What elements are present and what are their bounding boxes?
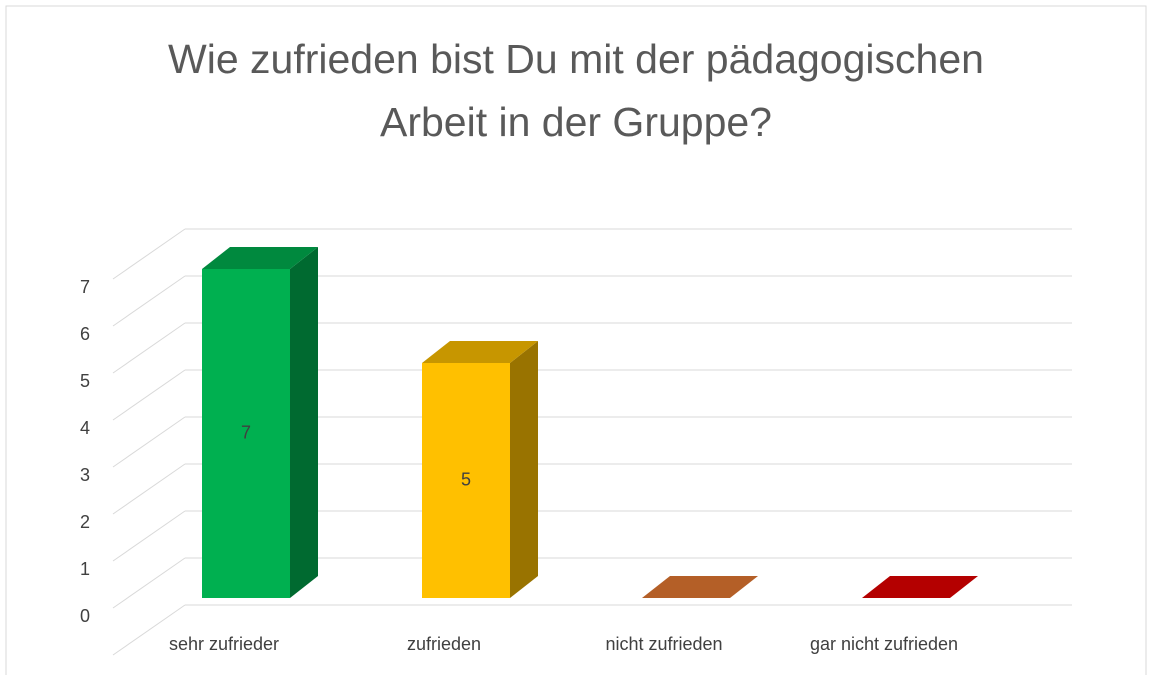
bar-side (290, 247, 318, 598)
side-grid-line (112, 510, 186, 562)
bar-front (202, 269, 290, 598)
x-tick-label: nicht zufrieden (605, 634, 722, 654)
side-grid-line-top (112, 228, 186, 280)
bar-top (422, 341, 538, 363)
chart-title: Wie zufrieden bist Du mit der pädagogisc… (168, 36, 984, 145)
side-grid-line (112, 275, 186, 327)
side-grid-line (112, 604, 186, 656)
side-grid-line (112, 557, 186, 609)
side-grid-line (112, 416, 186, 468)
data-label: 7 (241, 422, 251, 442)
y-tick-label: 6 (80, 324, 90, 344)
y-tick-label: 4 (80, 418, 90, 438)
bar-top (862, 576, 978, 598)
data-label: 5 (461, 469, 471, 489)
y-tick-label: 2 (80, 512, 90, 532)
y-tick-label: 3 (80, 465, 90, 485)
bar-top (202, 247, 318, 269)
bar-top (642, 576, 758, 598)
side-grid-line (112, 369, 186, 421)
side-grid-line (112, 463, 186, 515)
y-tick-label: 1 (80, 559, 90, 579)
x-tick-label: zufrieden (407, 634, 481, 654)
y-tick-label: 7 (80, 277, 90, 297)
side-grid-line (112, 322, 186, 374)
x-tick-label: sehr zufrieder (169, 634, 279, 654)
chart-border (5, 5, 1147, 675)
bar-side (510, 341, 538, 598)
bar-front (422, 363, 510, 598)
x-tick-label: gar nicht zufrieden (810, 634, 958, 654)
y-tick-label: 5 (80, 371, 90, 391)
y-tick-label: 0 (80, 606, 90, 626)
